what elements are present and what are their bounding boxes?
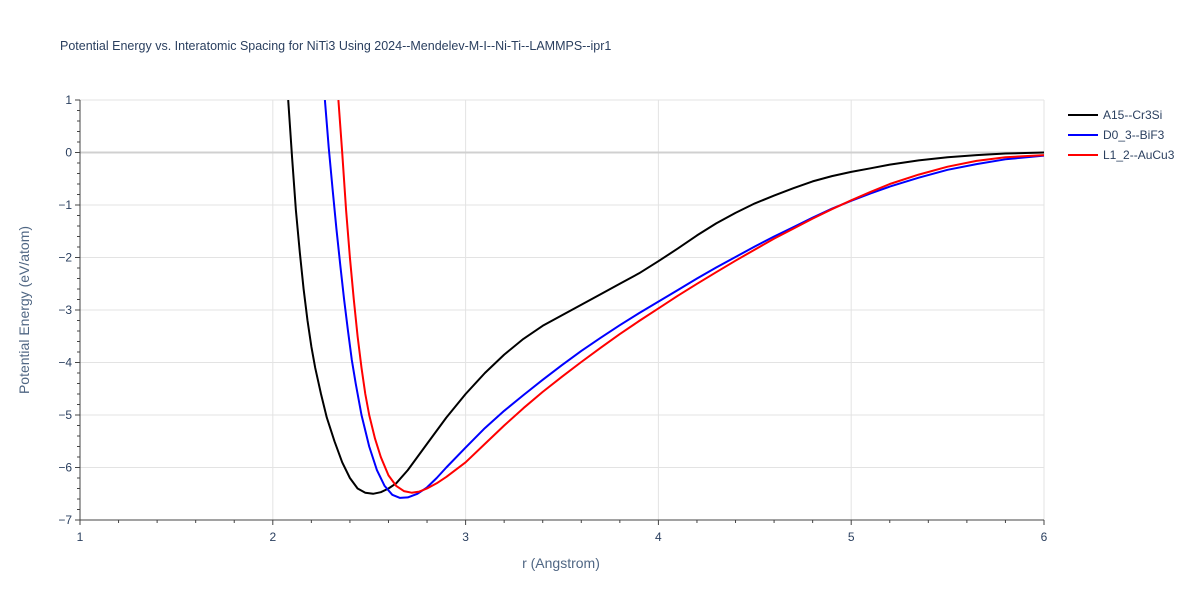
y-tick-label: −4 [58, 356, 72, 370]
x-axis-label: r (Angstrom) [522, 555, 600, 571]
axes: 1 2 3 4 5 6 −7 −6 −5 −4 −3 −2 −1 0 1 [58, 93, 1047, 544]
y-tick-label: 0 [65, 146, 72, 160]
legend: A15--Cr3Si D0_3--BiF3 L1_2--AuCu3 [1068, 108, 1175, 162]
x-tick-label: 5 [848, 530, 855, 544]
y-tick-label: −3 [58, 303, 72, 317]
x-tick-label: 4 [655, 530, 662, 544]
legend-label: D0_3--BiF3 [1103, 128, 1165, 142]
x-tick-label: 3 [462, 530, 469, 544]
y-tick-label: −5 [58, 408, 72, 422]
plot-area [287, 100, 1044, 499]
chart-title: Potential Energy vs. Interatomic Spacing… [60, 39, 611, 53]
y-tick-label: −2 [58, 251, 72, 265]
series-line-3 [337, 100, 1044, 494]
grid [80, 99, 1045, 520]
x-tick-label: 2 [269, 530, 276, 544]
legend-label: L1_2--AuCu3 [1103, 148, 1175, 162]
y-tick-label: 1 [65, 93, 72, 107]
y-tick-label: −7 [58, 513, 72, 527]
y-tick-label: −6 [58, 461, 72, 475]
series-line-1 [287, 100, 1044, 495]
x-tick-label: 6 [1041, 530, 1048, 544]
legend-label: A15--Cr3Si [1103, 108, 1162, 122]
y-axis-label: Potential Energy (eV/atom) [16, 226, 32, 394]
x-tick-label: 1 [77, 530, 84, 544]
y-tick-label: −1 [58, 198, 72, 212]
